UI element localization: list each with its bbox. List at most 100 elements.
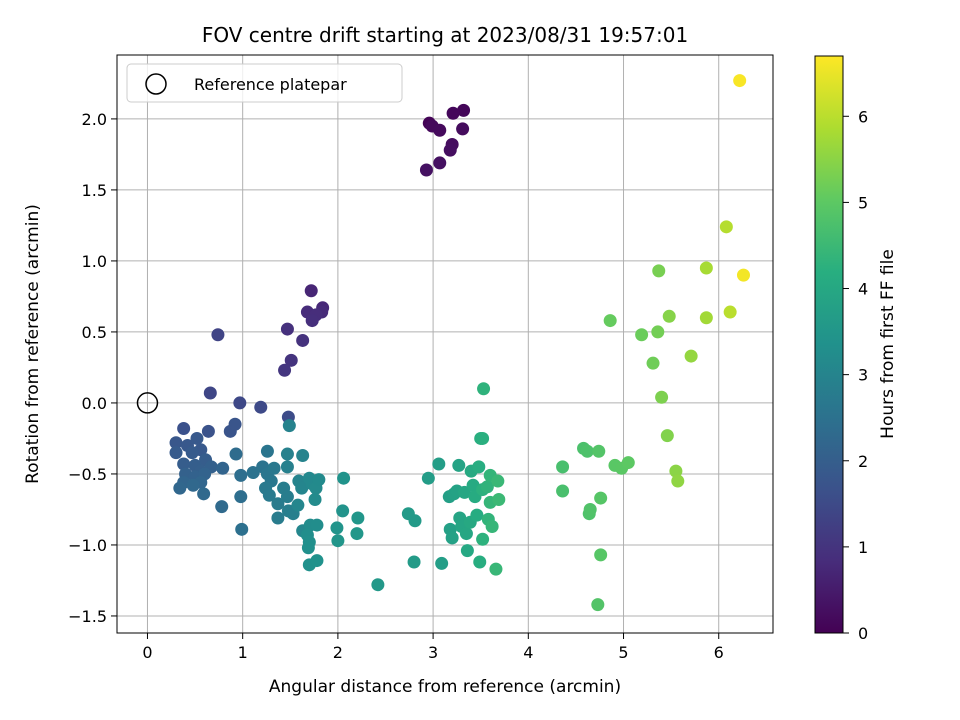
data-point (489, 562, 503, 576)
data-point (280, 490, 294, 504)
y-axis-ticks: 2.0 1.5 1.0 0.5 0.0 −0.5 −1.0 −1.5 (68, 110, 117, 626)
data-point (660, 429, 674, 443)
data-point (433, 123, 447, 137)
data-point (669, 464, 683, 478)
colorbar-tick-label: 2 (858, 452, 868, 471)
data-point (491, 474, 505, 488)
data-point (310, 554, 324, 568)
colorbar-tick-label: 0 (858, 624, 868, 643)
y-tick-label: −0.5 (68, 465, 107, 484)
data-point (233, 396, 247, 410)
data-point (671, 474, 685, 488)
data-point (419, 163, 433, 177)
y-axis-title: Rotation from reference (arcmin) (23, 204, 43, 484)
data-point (296, 333, 310, 347)
data-point (177, 457, 191, 471)
data-point (305, 314, 319, 328)
data-point (262, 488, 276, 502)
legend-entry-reference-platepar: Reference platepar (194, 75, 347, 94)
data-point (452, 458, 466, 472)
data-point (684, 349, 698, 363)
y-tick-label: 1.0 (82, 252, 107, 271)
colorbar-tick-label: 1 (858, 538, 868, 557)
y-tick-label: 1.5 (82, 181, 107, 200)
data-point (408, 514, 422, 528)
data-point (592, 444, 606, 458)
data-point (473, 555, 487, 569)
data-point (271, 511, 285, 525)
data-point (603, 314, 617, 328)
data-point (485, 519, 499, 533)
data-point (296, 448, 310, 462)
x-tick-label: 5 (618, 643, 628, 662)
data-point (621, 456, 635, 470)
data-point (278, 363, 292, 377)
data-point (580, 444, 594, 458)
legend: Reference platepar (126, 63, 403, 103)
data-point (203, 386, 217, 400)
data-point (215, 500, 229, 514)
data-point (330, 521, 344, 535)
x-tick-label: 4 (523, 643, 533, 662)
data-point (177, 421, 191, 435)
data-point (476, 431, 490, 445)
data-point (291, 498, 305, 512)
data-point (280, 322, 294, 336)
data-point (235, 522, 249, 536)
x-tick-label: 0 (142, 643, 152, 662)
colorbar-tick-label: 4 (858, 280, 868, 299)
chart-title: FOV centre drift starting at 2023/08/31 … (202, 23, 688, 47)
colorbar-gradient (814, 55, 844, 634)
data-point (733, 74, 747, 88)
colorbar: 0 1 2 3 4 5 6 Hours from first FF file (814, 55, 898, 643)
data-point (246, 466, 260, 480)
data-point (492, 493, 506, 507)
x-axis-title: Angular distance from reference (arcmin) (269, 677, 621, 697)
data-point (652, 264, 666, 278)
data-point (460, 544, 474, 558)
data-point (228, 417, 242, 431)
data-point (337, 471, 351, 485)
data-point (282, 419, 296, 433)
data-point (304, 284, 318, 298)
data-point (635, 328, 649, 342)
data-point (229, 447, 243, 461)
data-point (443, 143, 457, 157)
data-point (662, 309, 676, 323)
data-point (260, 444, 274, 458)
data-point (719, 220, 733, 234)
y-tick-label: 0.0 (82, 394, 107, 413)
data-point (301, 541, 315, 555)
data-point (295, 481, 309, 495)
data-point (407, 555, 421, 569)
data-point (594, 491, 608, 505)
legend-marker-icon (145, 73, 167, 95)
colorbar-tick-label: 5 (858, 193, 868, 212)
data-point (186, 478, 200, 492)
data-point (331, 534, 345, 548)
data-point (336, 504, 350, 518)
data-point (457, 103, 471, 117)
data-point (594, 548, 608, 562)
data-point (271, 497, 285, 511)
x-tick-label: 3 (428, 643, 438, 662)
data-point (310, 518, 324, 532)
data-point (470, 508, 484, 522)
data-point (234, 468, 248, 482)
data-point (169, 446, 183, 460)
data-point (456, 122, 470, 136)
data-point (459, 527, 473, 541)
data-point (280, 460, 294, 474)
data-point (371, 578, 385, 592)
data-point (445, 531, 459, 545)
data-point (173, 481, 187, 495)
data-point (476, 532, 490, 546)
y-tick-label: −1.5 (68, 607, 107, 626)
data-point (350, 527, 364, 541)
data-point (458, 485, 472, 499)
data-point (723, 305, 737, 319)
data-point (197, 487, 211, 501)
data-point (284, 353, 298, 367)
data-point (211, 328, 225, 342)
